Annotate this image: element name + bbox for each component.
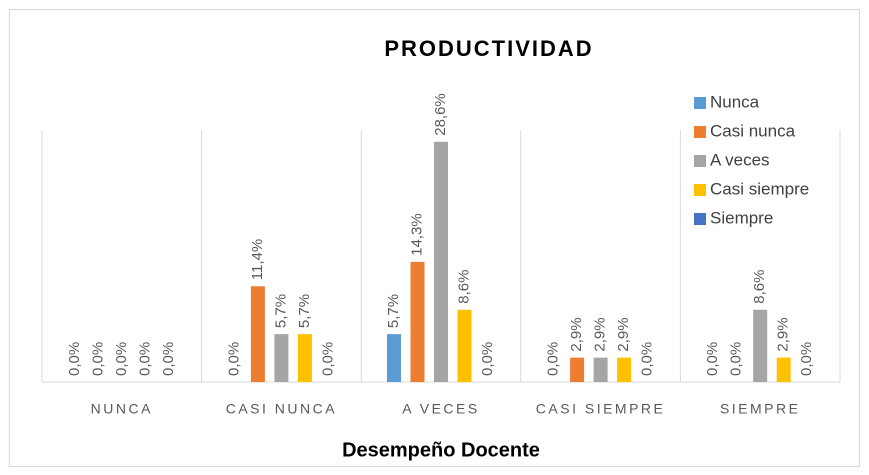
x-axis-title: Desempeño Docente (342, 439, 540, 461)
value-label: 0,0% (479, 342, 496, 376)
bar (410, 261, 425, 382)
bar (297, 334, 312, 382)
value-label: 0,0% (66, 342, 83, 376)
value-label: 0,0% (319, 342, 336, 376)
x-tick-label: NUNCA (91, 401, 153, 417)
value-label: 2,9% (568, 317, 585, 351)
value-label: 14,3% (408, 213, 425, 256)
bar (593, 357, 608, 382)
bar (753, 309, 768, 382)
value-label: 0,0% (89, 342, 106, 376)
value-label: 5,7% (272, 294, 289, 328)
value-label: 0,0% (113, 342, 130, 376)
value-label: 0,0% (136, 342, 153, 376)
value-label: 8,6% (455, 270, 472, 304)
bar (570, 357, 585, 382)
value-label: 0,0% (728, 342, 745, 376)
legend-label: Siempre (710, 208, 773, 227)
bar (776, 357, 791, 382)
bar (617, 357, 632, 382)
bar (250, 286, 265, 382)
legend-label: Casi nunca (710, 121, 796, 140)
value-label: 0,0% (160, 342, 177, 376)
chart-title: PRODUCTIVIDAD (384, 36, 593, 61)
x-tick-label: SIEMPRE (720, 401, 801, 417)
x-tick-label: CASI NUNCA (226, 401, 337, 417)
legend-swatch (694, 184, 706, 196)
legend-swatch (694, 97, 706, 109)
legend-label: Nunca (710, 92, 760, 111)
value-label: 5,7% (296, 294, 313, 328)
bar (434, 141, 448, 382)
legend-swatch (694, 213, 706, 225)
value-label: 5,7% (385, 294, 402, 328)
bar (274, 334, 289, 382)
value-label: 2,9% (775, 317, 792, 351)
value-label: 11,4% (249, 239, 266, 280)
legend-swatch (694, 155, 706, 167)
bar (387, 334, 401, 382)
value-label: 0,0% (704, 342, 721, 376)
value-label: 0,0% (639, 342, 656, 376)
legend-label: Casi siempre (710, 179, 809, 198)
value-label: 28,6% (432, 93, 449, 136)
value-label: 2,9% (615, 317, 632, 351)
value-label: 2,9% (592, 317, 609, 351)
value-label: 0,0% (798, 342, 815, 376)
legend-label: A veces (710, 150, 770, 169)
value-label: 8,6% (751, 270, 768, 304)
x-tick-label: A VECES (402, 401, 479, 417)
bar (457, 309, 472, 382)
value-label: 0,0% (225, 342, 242, 376)
x-tick-label: CASI SIEMPRE (536, 401, 666, 417)
legend-swatch (694, 126, 706, 138)
value-label: 0,0% (545, 342, 562, 376)
